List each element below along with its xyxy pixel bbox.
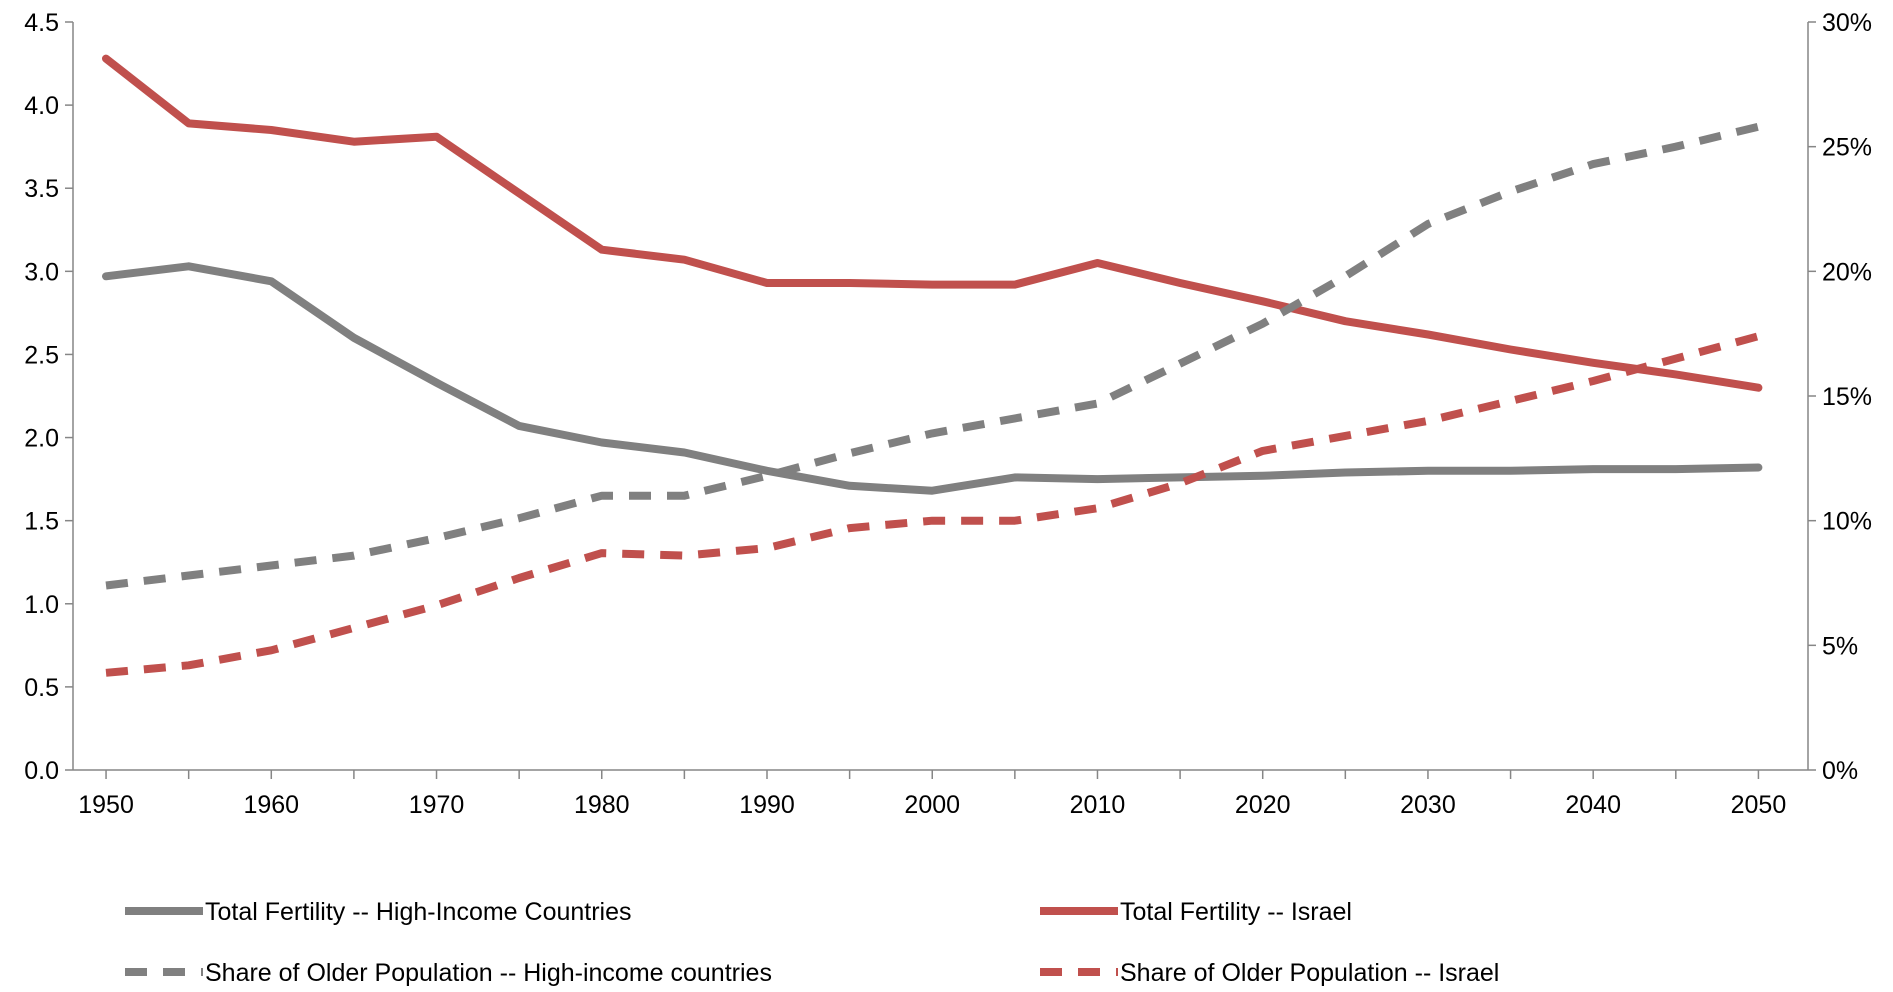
legend-item: Total Fertility -- High-Income Countries [125, 898, 632, 926]
y2-tick-label: 0% [1822, 757, 1858, 785]
series-line-share-of-older-population-high-income-countries [105, 122, 1760, 590]
x-tick-label: 1980 [574, 791, 630, 819]
legend-label: Share of Older Population -- High-income… [205, 959, 772, 987]
legend: Total Fertility -- High-Income Countries… [125, 898, 1499, 987]
series-line-total-fertility-israel [102, 54, 1763, 392]
series-line-share-of-older-population-israel [105, 332, 1760, 677]
y2-tick-label: 30% [1822, 9, 1872, 37]
x-tick-label: 2050 [1731, 791, 1787, 819]
legend-label: Share of Older Population -- Israel [1120, 959, 1499, 987]
x-tick-label: 2040 [1565, 791, 1621, 819]
y-tick-label: 3.5 [24, 175, 59, 203]
x-tick-label: 1970 [409, 791, 465, 819]
axes: 0.0 0.5 1.0 1.5 2.0 2.5 3.0 3.5 4.0 4.5 0% 5% 10% 15%… [24, 9, 1872, 819]
series-layer [102, 54, 1763, 677]
x-tick-label: 2030 [1400, 791, 1456, 819]
x-tick-label: 2020 [1235, 791, 1291, 819]
y2-tick-label: 10% [1822, 508, 1872, 536]
y2-tick-label: 25% [1822, 134, 1872, 162]
legend-label: Total Fertility -- High-Income Countries [205, 898, 632, 926]
y2-tick-label: 15% [1822, 383, 1872, 411]
legend-item: Share of Older Population -- Israel [1040, 959, 1499, 987]
x-tick-label: 1950 [78, 791, 134, 819]
x-tick-label: 1990 [739, 791, 795, 819]
y-tick-label: 3.0 [24, 258, 59, 286]
y-tick-label: 0.5 [24, 674, 59, 702]
legend-item: Share of Older Population -- High-income… [125, 959, 772, 987]
x-tick-label: 1960 [243, 791, 299, 819]
legend-item: Total Fertility -- Israel [1040, 898, 1352, 926]
y-tick-label: 4.5 [24, 9, 59, 37]
y-tick-label: 4.0 [24, 92, 59, 120]
series-line-total-fertility-high-income-countries [102, 262, 1763, 495]
y-tick-label: 2.5 [24, 341, 59, 369]
y-tick-label: 1.5 [24, 508, 59, 536]
legend-label: Total Fertility -- Israel [1120, 898, 1352, 926]
x-tick-label: 2010 [1070, 791, 1126, 819]
y2-tick-label: 20% [1822, 258, 1872, 286]
y2-tick-label: 5% [1822, 632, 1858, 660]
y-tick-label: 1.0 [24, 591, 59, 619]
y-tick-label: 2.0 [24, 425, 59, 453]
y-tick-label: 0.0 [24, 757, 59, 785]
x-tick-label: 2000 [904, 791, 960, 819]
